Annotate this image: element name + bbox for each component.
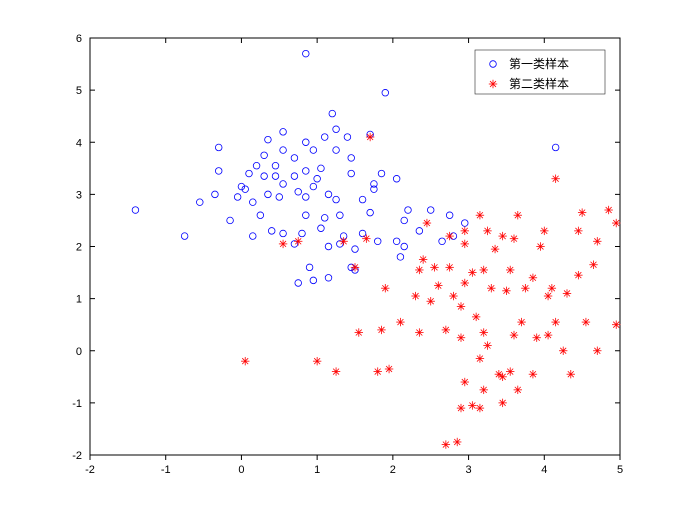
svg-text:-2: -2: [72, 450, 82, 462]
svg-text:0: 0: [76, 346, 82, 358]
svg-text:2: 2: [390, 464, 396, 476]
svg-text:3: 3: [466, 464, 472, 476]
svg-text:-2: -2: [85, 464, 95, 476]
svg-text:5: 5: [76, 85, 82, 97]
legend-label: 第一类样本: [509, 56, 569, 71]
svg-text:-1: -1: [72, 398, 82, 410]
svg-text:0: 0: [238, 464, 244, 476]
scatter-chart: -2 -1 0 1 2 3 4 5 -2 -1 0 1 2 3 4 5 6 第一类样本第二类样本: [0, 0, 691, 518]
svg-text:1: 1: [76, 294, 82, 306]
svg-text:4: 4: [541, 464, 547, 476]
legend: 第一类样本第二类样本: [475, 50, 605, 94]
svg-text:-1: -1: [161, 464, 171, 476]
svg-text:3: 3: [76, 189, 82, 201]
svg-text:1: 1: [314, 464, 320, 476]
svg-text:2: 2: [76, 242, 82, 254]
svg-text:4: 4: [76, 137, 82, 149]
svg-text:5: 5: [617, 464, 623, 476]
svg-text:6: 6: [76, 33, 82, 45]
legend-label: 第二类样本: [509, 76, 569, 91]
